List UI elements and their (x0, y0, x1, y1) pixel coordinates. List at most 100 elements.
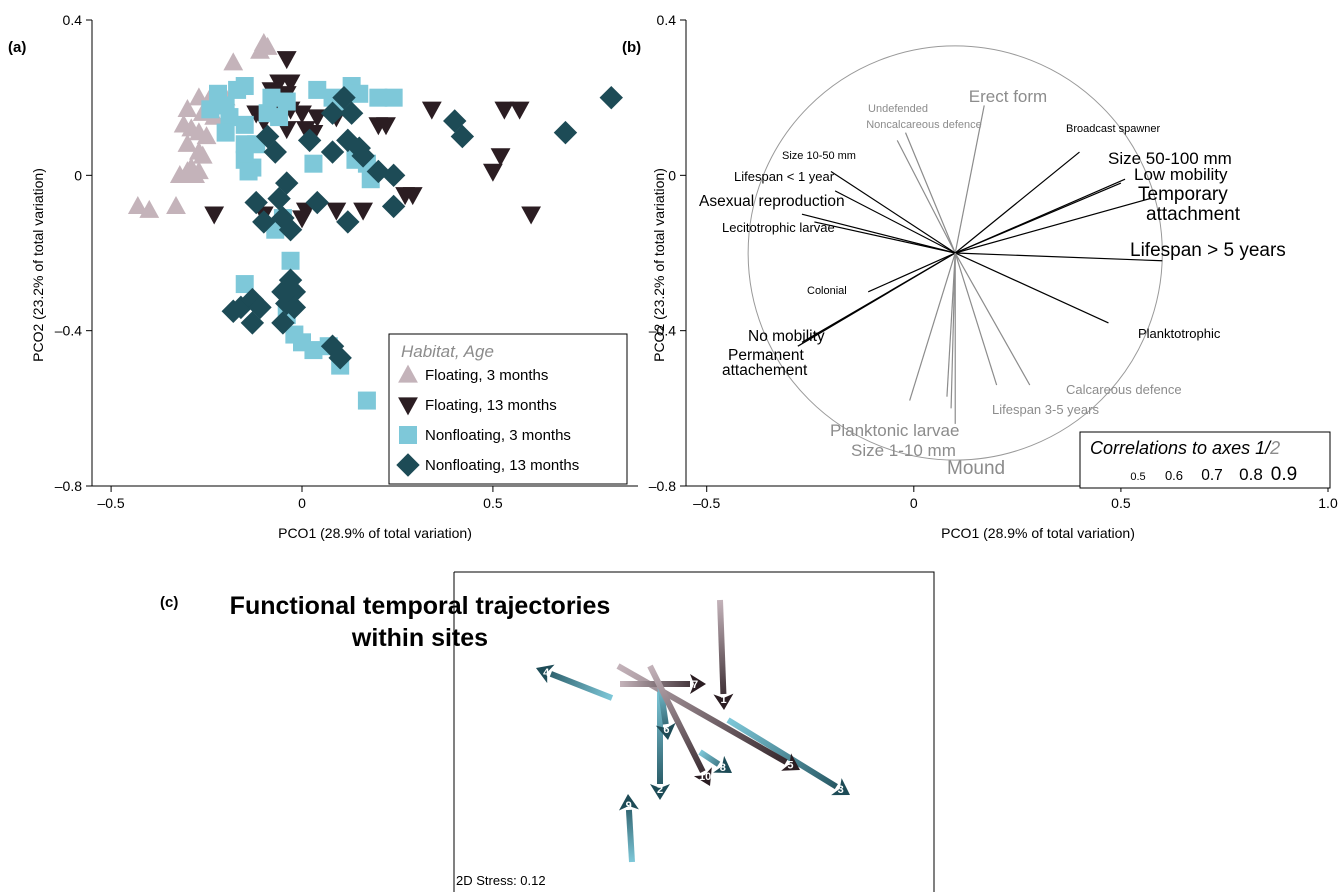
data-point (221, 299, 245, 323)
trajectory-label: 6 (663, 724, 669, 736)
trajectory-10: 10 (647, 664, 712, 786)
vector-label-low-mobility: Low mobility (1134, 165, 1228, 184)
vector-label-colonial: Colonial (807, 285, 847, 297)
data-point (177, 98, 198, 117)
data-point (139, 199, 160, 218)
data-point (599, 85, 623, 110)
panel-label: (c) (160, 594, 178, 611)
data-point (235, 275, 254, 294)
data-point (166, 196, 186, 215)
data-point (308, 80, 327, 99)
vector-label-calcareous-defence: Calcareous defence (1066, 382, 1182, 397)
data-point (240, 311, 265, 335)
data-point (521, 206, 541, 225)
data-point (320, 101, 345, 125)
vector-line (954, 252, 1031, 386)
data-point (196, 126, 217, 145)
vector-line (954, 252, 998, 386)
data-point (263, 140, 287, 164)
data-point (339, 101, 364, 125)
vector-label-noncalcareous-defence: Noncalcareous defence (866, 119, 982, 131)
vector-line (797, 252, 956, 347)
data-point (421, 101, 442, 120)
trajectory-label: 7 (692, 679, 698, 691)
data-point (262, 88, 281, 107)
trajectory-3: 3 (726, 717, 850, 796)
trajectory-7: 7 (620, 674, 706, 694)
data-point (192, 145, 213, 164)
y-tick-label: –0.8 (649, 478, 676, 494)
vector-line (954, 105, 985, 254)
data-point (235, 77, 254, 96)
data-point (204, 206, 225, 225)
vector-label-temporary-attachment: Temporary attachment (1138, 184, 1241, 225)
x-tick-label: 1.0 (1318, 495, 1338, 511)
vector-label-size-50-100-mm: Size 50-100 mm (1108, 149, 1232, 168)
trajectory-arrowhead (713, 755, 732, 773)
panel-label: (a) (8, 39, 26, 56)
vector-line (909, 252, 956, 401)
vector-line (830, 170, 956, 254)
data-point (304, 154, 323, 173)
legend-scale-label: 0.5 (1130, 471, 1145, 483)
legend-entry: Floating, 3 months (425, 367, 548, 384)
data-point (351, 144, 375, 168)
x-axis-label: PCO1 (28.9% of total variation) (941, 525, 1135, 541)
vector-line (814, 221, 956, 254)
x-tick-label: –0.5 (97, 495, 124, 511)
vector-label-erect-form: Erect form (969, 87, 1047, 106)
trajectory-4: 4 (536, 664, 614, 701)
data-point (255, 124, 280, 149)
legend-box (1079, 431, 1331, 489)
data-point (267, 186, 291, 211)
vector-label-lifespan-5-years: Lifespan > 5 years (1130, 240, 1286, 261)
data-point (326, 202, 347, 221)
data-point (250, 40, 270, 59)
y-tick-label: –0.4 (55, 323, 82, 339)
trajectory-arrowhead (618, 794, 639, 811)
trajectory-label: 4 (543, 667, 550, 679)
data-point (185, 164, 205, 183)
data-point (216, 123, 235, 142)
vector-label-broadcast-spawner: Broadcast spawner (1066, 123, 1160, 135)
vector-label-lecitotrophic-larvae: Lecitotrophic larvae (722, 220, 835, 235)
x-tick-label: –0.5 (693, 495, 720, 511)
series-diamond (221, 85, 623, 370)
data-point (384, 88, 403, 107)
legend-title: Correlations to axes 1/2 (1090, 438, 1280, 458)
legend-entry: Nonfloating, 3 months (425, 427, 571, 444)
data-point (336, 128, 360, 153)
trajectory-label: 3 (838, 784, 844, 796)
trajectory-line (698, 749, 721, 767)
vector-line (954, 178, 1126, 254)
trajectory-arrowhead (650, 784, 670, 800)
data-point (244, 190, 268, 215)
data-point (305, 190, 329, 215)
trajectory-arrowhead (655, 722, 676, 740)
data-point (277, 92, 296, 111)
data-point (239, 162, 258, 181)
x-tick-label: 0.5 (1111, 495, 1131, 511)
vector-line (904, 132, 956, 254)
trajectory-label: 2 (657, 784, 663, 796)
data-point (443, 109, 467, 133)
legend-marker (398, 397, 418, 416)
vector-label-planktotrophic: Planktotrophic (1138, 326, 1221, 341)
x-tick-label: 0 (910, 495, 918, 511)
data-point (278, 218, 303, 242)
data-point (270, 108, 289, 127)
vector-line (955, 252, 1163, 262)
x-axis-label: PCO1 (28.9% of total variation) (278, 525, 472, 541)
data-point (297, 128, 322, 153)
legend-entry: Nonfloating, 13 months (425, 457, 579, 474)
correlation-circle (747, 45, 1163, 461)
trajectory-arrowhead (690, 674, 706, 694)
y-axis-label: PCO2 (23.2% of total variation) (651, 168, 667, 362)
data-point (483, 163, 503, 182)
trajectory-arrowhead (781, 753, 800, 771)
vector-line (954, 252, 1109, 324)
panel-b: (b) 0.4 0 –0.4 –0.8 –0.5 0 0.5 1.0 PCO1 (28.9% of… (622, 12, 1338, 541)
vector-line (896, 140, 956, 254)
vector-label-lifespan-1-year: Lifespan < 1 year (734, 169, 835, 184)
